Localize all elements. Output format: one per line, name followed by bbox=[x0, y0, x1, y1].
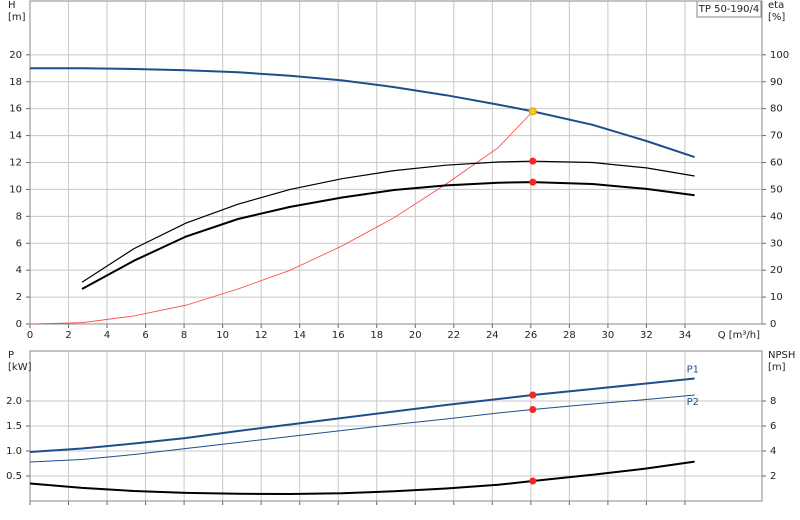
series-line bbox=[81, 181, 695, 290]
y-tick-label: 12 bbox=[9, 158, 22, 169]
y2-axis-label: NPSH bbox=[768, 350, 795, 361]
x-tick-label: 16 bbox=[332, 330, 345, 341]
marker bbox=[529, 406, 537, 413]
marker bbox=[529, 178, 537, 186]
y2-tick-label: 4 bbox=[770, 446, 776, 457]
marker bbox=[529, 477, 537, 485]
y2-tick-label: 6 bbox=[770, 421, 776, 432]
x-tick-label: 14 bbox=[293, 330, 306, 341]
x-tick-label: 4 bbox=[104, 330, 110, 341]
marker bbox=[529, 391, 537, 399]
x-tick-label: 32 bbox=[640, 330, 653, 341]
y-tick-label: 0 bbox=[16, 319, 22, 330]
y-tick-label: 2.0 bbox=[6, 396, 22, 407]
y-tick-label: 6 bbox=[16, 238, 22, 249]
series-line bbox=[29, 460, 695, 496]
y-tick-label: 10 bbox=[9, 184, 22, 195]
y2-tick-label: 70 bbox=[770, 131, 783, 142]
y-tick-label: 14 bbox=[9, 131, 22, 142]
x-tick-label: 28 bbox=[563, 330, 576, 341]
y-tick-label: 2 bbox=[16, 292, 22, 303]
x-tick-label: 0 bbox=[27, 330, 33, 341]
y-tick-label: 4 bbox=[16, 265, 22, 276]
x-axis-label: Q [m³/h] bbox=[718, 330, 760, 341]
y2-tick-label: 0 bbox=[770, 319, 776, 330]
series-line bbox=[29, 377, 695, 453]
y-axis-label: P bbox=[8, 350, 14, 361]
series-line bbox=[29, 394, 695, 463]
x-tick-label: 22 bbox=[447, 330, 460, 341]
y2-tick-label: 30 bbox=[770, 238, 783, 249]
y2-tick-label: 20 bbox=[770, 265, 783, 276]
y2-tick-label: 100 bbox=[770, 50, 789, 61]
y-axis-label: H bbox=[8, 0, 16, 11]
x-tick-label: 20 bbox=[409, 330, 422, 341]
y2-tick-label: 80 bbox=[770, 104, 783, 115]
series-label: P2 bbox=[687, 397, 699, 408]
y-tick-label: 16 bbox=[9, 104, 22, 115]
x-tick-label: 18 bbox=[370, 330, 383, 341]
y2-tick-label: 90 bbox=[770, 77, 783, 88]
chart-title: TP 50-190/4 bbox=[698, 4, 759, 15]
x-tick-label: 26 bbox=[524, 330, 537, 341]
title-box bbox=[696, 0, 762, 18]
plot-frame bbox=[29, 350, 763, 502]
y-tick-label: 1.0 bbox=[6, 446, 22, 457]
x-tick-label: 30 bbox=[602, 330, 615, 341]
y-tick-label: 8 bbox=[16, 211, 22, 222]
y2-tick-label: 2 bbox=[770, 471, 776, 482]
y2-axis-label: [%] bbox=[768, 12, 785, 23]
y2-tick-label: 60 bbox=[770, 158, 783, 169]
y-axis-label: [kW] bbox=[8, 362, 32, 373]
x-tick-label: 34 bbox=[679, 330, 692, 341]
marker bbox=[528, 107, 537, 116]
y-axis-label: [m] bbox=[8, 12, 26, 23]
series-line bbox=[81, 160, 695, 283]
x-tick-label: 10 bbox=[216, 330, 229, 341]
plot-frame bbox=[29, 0, 763, 325]
y2-tick-label: 8 bbox=[770, 396, 776, 407]
x-tick-label: 6 bbox=[142, 330, 148, 341]
x-tick-label: 12 bbox=[255, 330, 268, 341]
y2-axis-label: eta bbox=[768, 0, 784, 11]
y-tick-label: 18 bbox=[9, 77, 22, 88]
series-line bbox=[29, 111, 534, 325]
series-label: P1 bbox=[687, 365, 699, 376]
y2-tick-label: 40 bbox=[770, 211, 783, 222]
x-tick-label: 8 bbox=[181, 330, 187, 341]
series-line bbox=[30, 67, 695, 159]
x-tick-label: 2 bbox=[65, 330, 71, 341]
y-tick-label: 1.5 bbox=[6, 421, 22, 432]
y2-tick-label: 10 bbox=[770, 292, 783, 303]
y-tick-label: 0.5 bbox=[6, 471, 22, 482]
x-tick-label: 24 bbox=[486, 330, 499, 341]
y-tick-label: 20 bbox=[9, 50, 22, 61]
y2-axis-label: [m] bbox=[768, 362, 786, 373]
marker bbox=[529, 157, 537, 165]
y2-tick-label: 50 bbox=[770, 184, 783, 195]
